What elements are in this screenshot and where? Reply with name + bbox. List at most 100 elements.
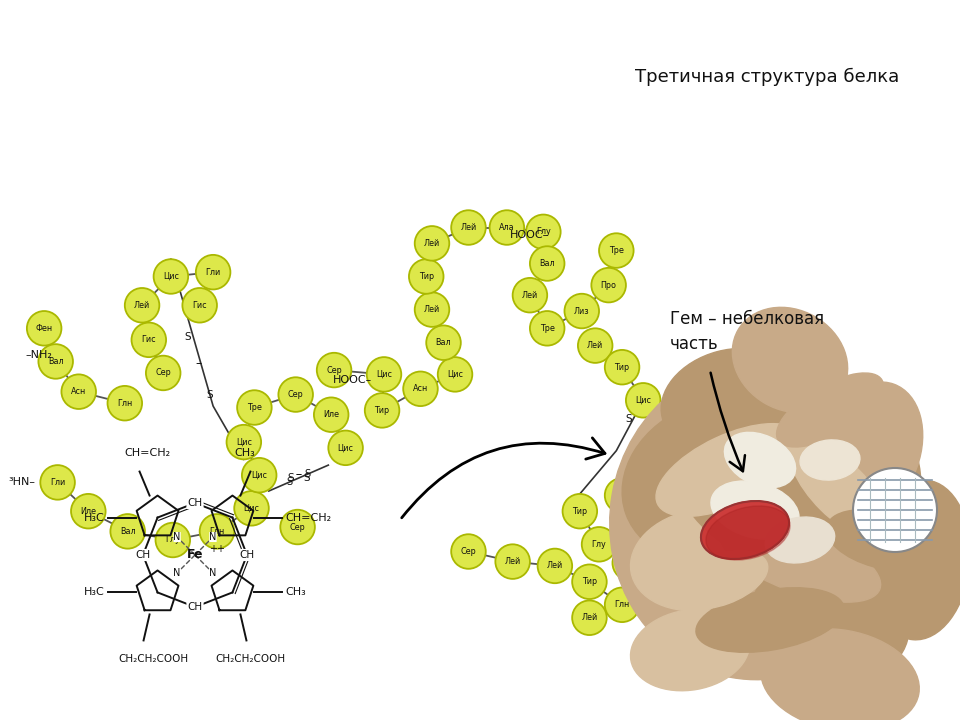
Circle shape — [591, 268, 626, 302]
Text: Гли: Гли — [50, 478, 65, 487]
Text: Цис: Цис — [636, 396, 651, 405]
Text: CH: CH — [187, 602, 203, 612]
Ellipse shape — [622, 397, 818, 562]
Text: Фен: Фен — [684, 514, 702, 523]
Circle shape — [132, 323, 166, 357]
Ellipse shape — [680, 463, 840, 577]
Ellipse shape — [725, 432, 796, 487]
Ellipse shape — [827, 510, 934, 570]
Circle shape — [563, 494, 597, 528]
Text: Тре: Тре — [609, 246, 624, 255]
Ellipse shape — [751, 559, 909, 682]
Text: N: N — [174, 568, 180, 578]
Text: Тре: Тре — [540, 324, 555, 333]
Text: Лей: Лей — [134, 301, 150, 310]
Ellipse shape — [765, 517, 834, 563]
Text: Вал: Вал — [48, 357, 63, 366]
Ellipse shape — [719, 518, 880, 602]
Text: H₃C: H₃C — [84, 513, 105, 523]
Circle shape — [582, 527, 616, 562]
Text: CH₃: CH₃ — [285, 588, 306, 598]
Text: N: N — [174, 532, 180, 542]
Ellipse shape — [790, 440, 890, 540]
Circle shape — [156, 523, 190, 557]
Text: Цис: Цис — [252, 471, 267, 480]
Text: S: S — [287, 473, 294, 483]
Ellipse shape — [672, 551, 768, 609]
Text: Иле: Иле — [324, 410, 339, 419]
Ellipse shape — [610, 360, 910, 680]
Text: S: S — [185, 332, 191, 342]
Text: S: S — [304, 469, 310, 480]
Ellipse shape — [870, 480, 960, 640]
Circle shape — [572, 600, 607, 635]
Circle shape — [639, 418, 674, 452]
Circle shape — [645, 481, 680, 516]
Circle shape — [317, 353, 351, 387]
Ellipse shape — [732, 307, 848, 413]
Text: N: N — [209, 568, 217, 578]
Text: Лей: Лей — [547, 562, 563, 570]
Text: Тир: Тир — [374, 406, 390, 415]
Text: Цис: Цис — [163, 272, 179, 281]
Circle shape — [146, 356, 180, 390]
Ellipse shape — [696, 588, 844, 652]
Circle shape — [612, 546, 647, 580]
Circle shape — [853, 468, 937, 552]
Circle shape — [108, 386, 142, 420]
Text: Лей: Лей — [461, 223, 476, 232]
Text: Цис: Цис — [338, 444, 353, 452]
Text: CH₂CH₂COOH: CH₂CH₂COOH — [118, 654, 188, 665]
Text: Лей: Лей — [505, 557, 520, 566]
Text: Глн: Глн — [614, 600, 630, 609]
Circle shape — [415, 226, 449, 261]
Text: H₃C: H₃C — [84, 588, 105, 598]
Circle shape — [605, 478, 639, 513]
Text: –NH₂: –NH₂ — [26, 351, 53, 360]
Ellipse shape — [706, 506, 790, 560]
Text: N: N — [209, 532, 217, 542]
Text: HOOC–: HOOC– — [333, 375, 372, 385]
Text: Сер: Сер — [288, 390, 303, 399]
Ellipse shape — [701, 501, 789, 559]
Circle shape — [71, 494, 106, 528]
Circle shape — [513, 278, 547, 312]
Circle shape — [365, 393, 399, 428]
Text: Вал: Вал — [436, 338, 451, 347]
Text: Сер: Сер — [156, 369, 171, 377]
Text: Глу: Глу — [591, 540, 607, 549]
Circle shape — [578, 328, 612, 363]
Text: CH: CH — [239, 550, 254, 560]
Ellipse shape — [711, 481, 799, 539]
Text: Тир: Тир — [659, 575, 674, 583]
Text: Вал: Вал — [120, 527, 135, 536]
Text: Тир: Тир — [614, 363, 630, 372]
Text: Глу: Глу — [641, 464, 657, 472]
Circle shape — [426, 325, 461, 360]
Circle shape — [125, 288, 159, 323]
Text: Лей: Лей — [424, 305, 440, 314]
Text: CH: CH — [135, 550, 151, 560]
Text: Глу: Глу — [165, 536, 180, 544]
Ellipse shape — [661, 348, 799, 451]
Circle shape — [605, 588, 639, 622]
Text: Цис: Цис — [244, 504, 259, 513]
Text: Fe: Fe — [187, 549, 204, 562]
Circle shape — [403, 372, 438, 406]
Text: Фен: Фен — [677, 547, 694, 556]
Circle shape — [40, 465, 75, 500]
Text: Сер: Сер — [326, 366, 342, 374]
Text: CH=CH₂: CH=CH₂ — [285, 513, 331, 523]
Text: HOOC–: HOOC– — [510, 230, 549, 240]
Circle shape — [626, 383, 660, 418]
Text: Тир: Тир — [419, 272, 434, 281]
Ellipse shape — [631, 609, 750, 690]
Text: –: – — [296, 469, 301, 479]
Text: –: – — [296, 467, 301, 480]
Ellipse shape — [650, 530, 870, 670]
Text: Гли: Гли — [655, 494, 670, 503]
Text: Асн: Асн — [622, 559, 637, 567]
Text: CH₂CH₂COOH: CH₂CH₂COOH — [215, 654, 285, 665]
Circle shape — [27, 311, 61, 346]
Ellipse shape — [631, 509, 770, 611]
